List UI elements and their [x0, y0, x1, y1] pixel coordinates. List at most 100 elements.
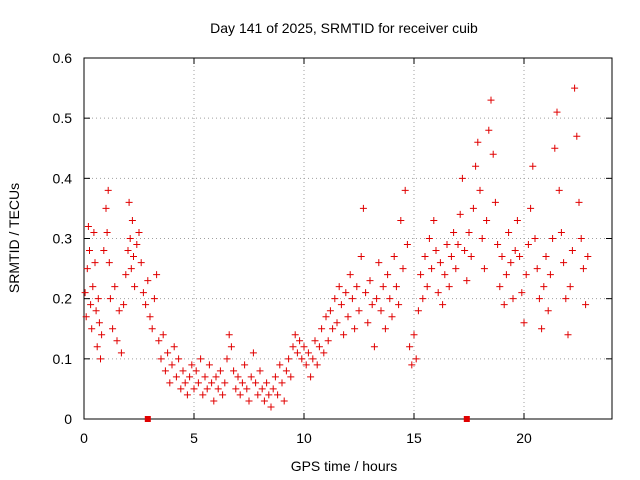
data-point — [540, 283, 548, 291]
data-point — [456, 210, 464, 218]
data-point — [584, 253, 592, 261]
data-point — [278, 379, 286, 387]
data-point — [549, 235, 557, 242]
data-point — [106, 295, 114, 303]
data-point — [500, 301, 508, 309]
data-point — [434, 289, 442, 297]
data-point — [236, 391, 244, 399]
data-point — [82, 313, 90, 321]
data-point — [397, 216, 405, 224]
data-point — [127, 265, 135, 273]
data-point — [406, 343, 414, 351]
data-point — [130, 253, 137, 261]
data-point — [531, 235, 539, 242]
data-point — [263, 379, 271, 387]
data-point — [133, 241, 141, 249]
data-point — [527, 204, 535, 212]
data-point — [271, 373, 279, 381]
data-point — [150, 295, 158, 303]
data-point — [428, 265, 436, 273]
data-point — [562, 295, 570, 303]
data-point — [97, 355, 104, 363]
data-point — [87, 301, 95, 309]
x-axis-label: GPS time / hours — [291, 458, 398, 474]
data-point — [84, 222, 92, 230]
data-point — [551, 144, 559, 152]
y-axis-label: SRMTID / TECUs — [6, 183, 22, 293]
data-point — [179, 367, 187, 375]
x-tick-label: 20 — [516, 430, 532, 446]
data-point — [450, 228, 458, 236]
data-point — [159, 331, 167, 339]
data-point — [458, 174, 466, 182]
data-point — [88, 325, 96, 333]
data-point — [335, 283, 343, 291]
data-point — [366, 277, 374, 285]
data-point — [258, 385, 266, 393]
data-point — [357, 253, 365, 261]
data-point — [544, 307, 552, 315]
data-point — [441, 271, 449, 279]
data-point — [128, 216, 136, 224]
data-point — [399, 265, 407, 273]
data-point — [463, 277, 471, 285]
data-point — [375, 259, 383, 267]
data-point — [298, 355, 306, 363]
data-point — [412, 355, 420, 363]
data-point — [234, 373, 242, 381]
data-point — [553, 108, 561, 116]
data-point — [186, 373, 194, 381]
data-point — [368, 301, 376, 309]
data-point — [474, 138, 482, 146]
data-point — [90, 228, 98, 236]
data-point — [502, 271, 510, 279]
data-point — [445, 283, 453, 291]
data-point — [238, 379, 246, 387]
data-point — [566, 283, 574, 291]
data-point — [362, 289, 370, 297]
plot-frame — [83, 57, 613, 420]
data-point — [146, 313, 154, 321]
data-point — [100, 247, 108, 255]
data-point — [94, 295, 102, 303]
data-point — [137, 259, 145, 267]
data-point — [260, 397, 268, 405]
data-point — [300, 343, 308, 351]
data-point — [346, 271, 354, 279]
data-point — [256, 367, 264, 375]
data-point — [276, 361, 284, 369]
data-point — [243, 385, 251, 393]
data-point — [302, 361, 310, 369]
data-point — [120, 301, 128, 309]
data-point — [267, 403, 275, 411]
data-point — [353, 283, 361, 291]
data-point — [491, 198, 499, 206]
data-point — [337, 301, 345, 309]
data-point — [483, 216, 491, 224]
data-point — [480, 265, 488, 273]
data-point — [388, 313, 396, 321]
data-point — [494, 241, 502, 249]
data-point — [98, 331, 106, 339]
data-point — [91, 259, 99, 267]
data-point — [291, 331, 299, 339]
data-point — [104, 186, 112, 194]
data-point — [168, 361, 176, 369]
data-point — [311, 337, 319, 345]
data-point — [183, 391, 191, 399]
data-point — [529, 162, 537, 170]
data-point — [443, 241, 451, 249]
data-point — [425, 235, 433, 242]
data-point — [287, 373, 295, 381]
data-point — [227, 343, 235, 351]
data-point — [381, 325, 389, 333]
x-tick-label: 0 — [80, 430, 88, 446]
x-tick-label: 15 — [406, 430, 422, 446]
data-point — [280, 397, 288, 405]
data-point — [370, 343, 378, 351]
data-point — [333, 319, 341, 327]
grid-layer — [84, 58, 612, 419]
data-point — [331, 295, 339, 303]
data-point — [436, 259, 444, 267]
